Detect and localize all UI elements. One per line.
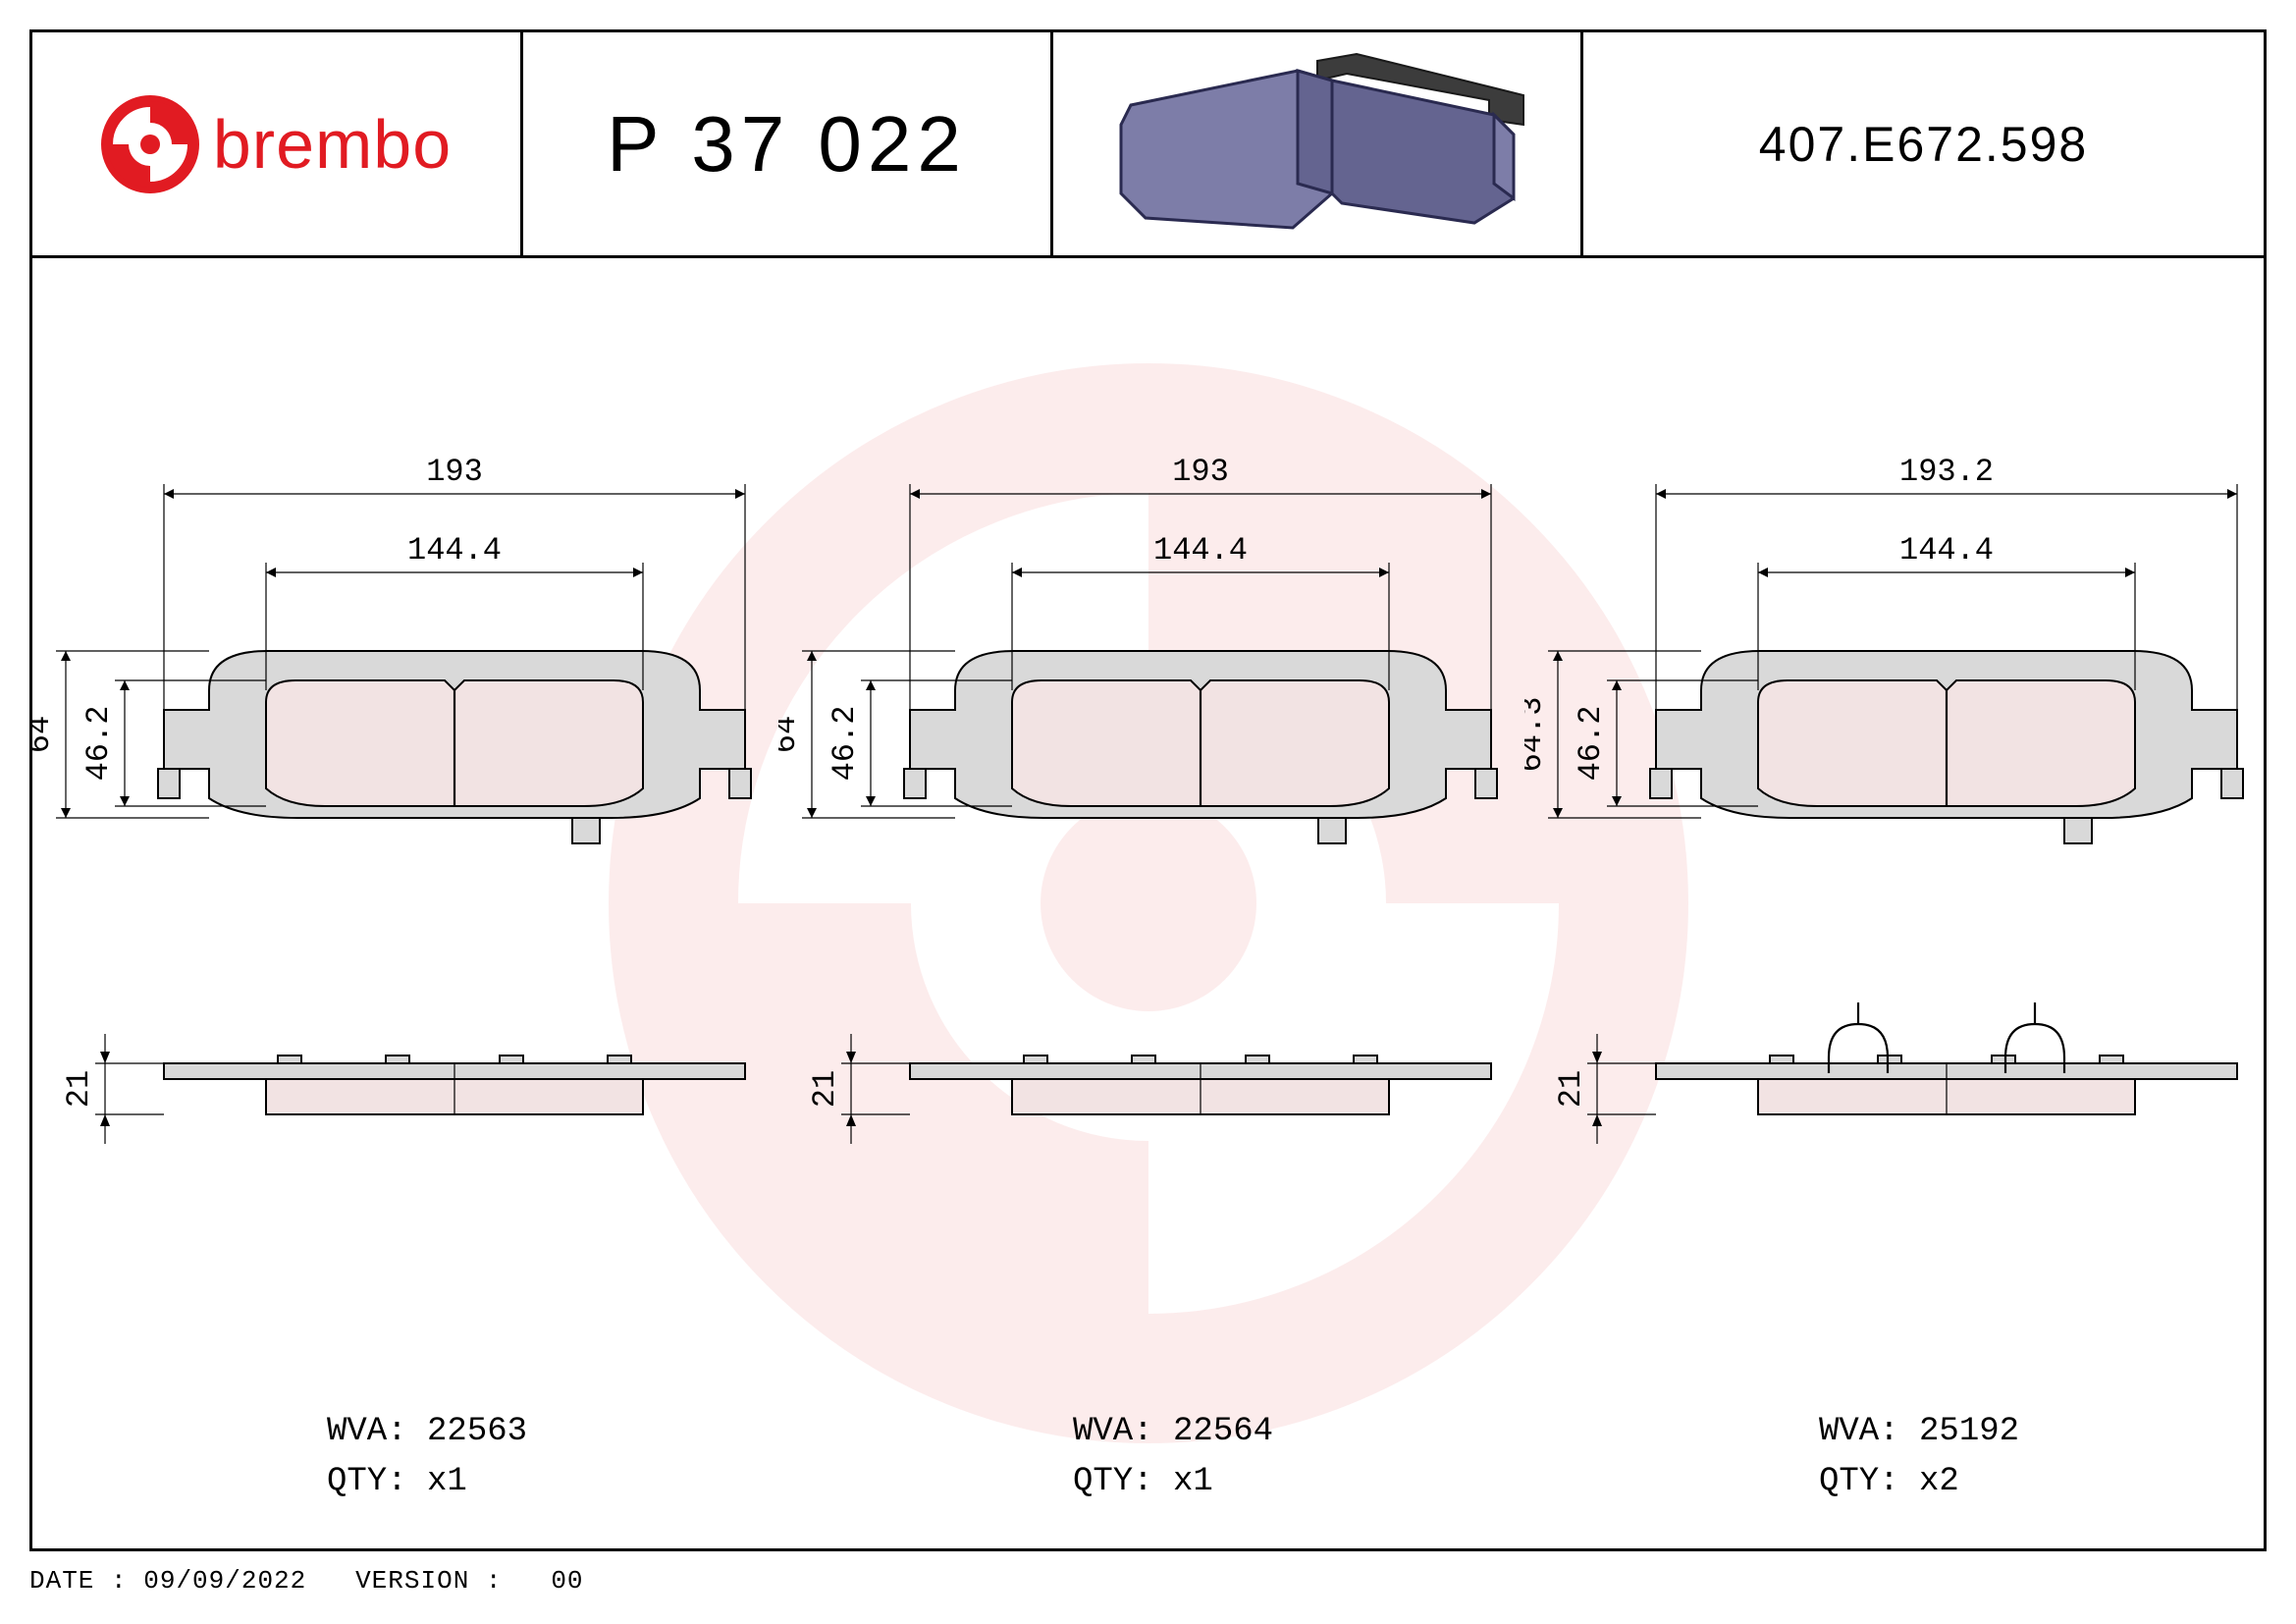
- svg-text:21: 21: [61, 1070, 97, 1108]
- qty-block-3: WVA: 25192 QTY: x2: [1819, 1407, 2019, 1507]
- svg-text:193: 193: [1172, 454, 1229, 490]
- wva-label: WVA:: [1073, 1413, 1153, 1450]
- product-render-icon: [1101, 46, 1533, 243]
- svg-text:144.4: 144.4: [1153, 532, 1248, 568]
- svg-text:64: 64: [778, 716, 804, 753]
- drawing-code: 407.E672.598: [1759, 116, 2088, 173]
- wva-value-1: 22563: [427, 1413, 527, 1450]
- svg-text:144.4: 144.4: [1899, 532, 1994, 568]
- wva-label: WVA:: [1819, 1413, 1899, 1450]
- svg-text:64.3: 64.3: [1524, 697, 1550, 773]
- view-col-3: 193.2 144.4 64.3 46.2 21: [1524, 258, 2264, 1548]
- qty-block-2: WVA: 22564 QTY: x1: [1073, 1407, 1273, 1507]
- version-value: 00: [551, 1566, 583, 1596]
- brand-cell: brembo: [32, 32, 523, 255]
- svg-text:46.2: 46.2: [1573, 706, 1609, 782]
- date-label: DATE :: [29, 1566, 128, 1596]
- brembo-logo-icon: [101, 95, 199, 193]
- drawing-code-cell: 407.E672.598: [1583, 32, 2264, 255]
- svg-text:46.2: 46.2: [827, 706, 863, 782]
- svg-text:46.2: 46.2: [80, 706, 117, 782]
- brand-name: brembo: [213, 105, 452, 184]
- svg-text:64: 64: [32, 716, 58, 753]
- qty-label: QTY:: [1819, 1463, 1899, 1500]
- qty-value-2: x1: [1173, 1463, 1213, 1500]
- view-svg-3: 193.2 144.4 64.3 46.2 21: [1524, 258, 2264, 1535]
- view-svg-2: 193 144.4 64 46.2 21: [778, 258, 1524, 1535]
- view-col-2: 193 144.4 64 46.2 21: [778, 258, 1524, 1548]
- title-block: brembo P 37 022 407.E672.598: [32, 32, 2264, 258]
- version-label: VERSION :: [355, 1566, 502, 1596]
- qty-label: QTY:: [1073, 1463, 1153, 1500]
- part-number-cell: P 37 022: [523, 32, 1053, 255]
- svg-text:193: 193: [426, 454, 483, 490]
- svg-text:21: 21: [1553, 1070, 1589, 1108]
- views-container: 193144.46446.221 193144.46446.221 193.21…: [32, 258, 2264, 1548]
- drawing-body: 193144.46446.221 193144.46446.221 193.21…: [32, 258, 2264, 1548]
- view-col-1: 193 144.4 64 46.2 21: [32, 258, 778, 1548]
- svg-text:193.2: 193.2: [1899, 454, 1994, 490]
- footer-meta: DATE : 09/09/2022 VERSION : 00: [29, 1566, 584, 1596]
- drawing-frame: brembo P 37 022 407.E672.598: [29, 29, 2267, 1551]
- svg-text:21: 21: [807, 1070, 843, 1108]
- product-render-cell: [1053, 32, 1583, 255]
- date-value: 09/09/2022: [143, 1566, 306, 1596]
- part-number: P 37 022: [607, 99, 967, 189]
- qty-value-3: x2: [1919, 1463, 1959, 1500]
- qty-block-1: WVA: 22563 QTY: x1: [327, 1407, 527, 1507]
- wva-value-2: 22564: [1173, 1413, 1273, 1450]
- qty-value-1: x1: [427, 1463, 467, 1500]
- wva-label: WVA:: [327, 1413, 407, 1450]
- view-svg-1: 193 144.4 64 46.2 21: [32, 258, 778, 1535]
- wva-value-3: 25192: [1919, 1413, 2019, 1450]
- qty-label: QTY:: [327, 1463, 407, 1500]
- svg-text:144.4: 144.4: [407, 532, 502, 568]
